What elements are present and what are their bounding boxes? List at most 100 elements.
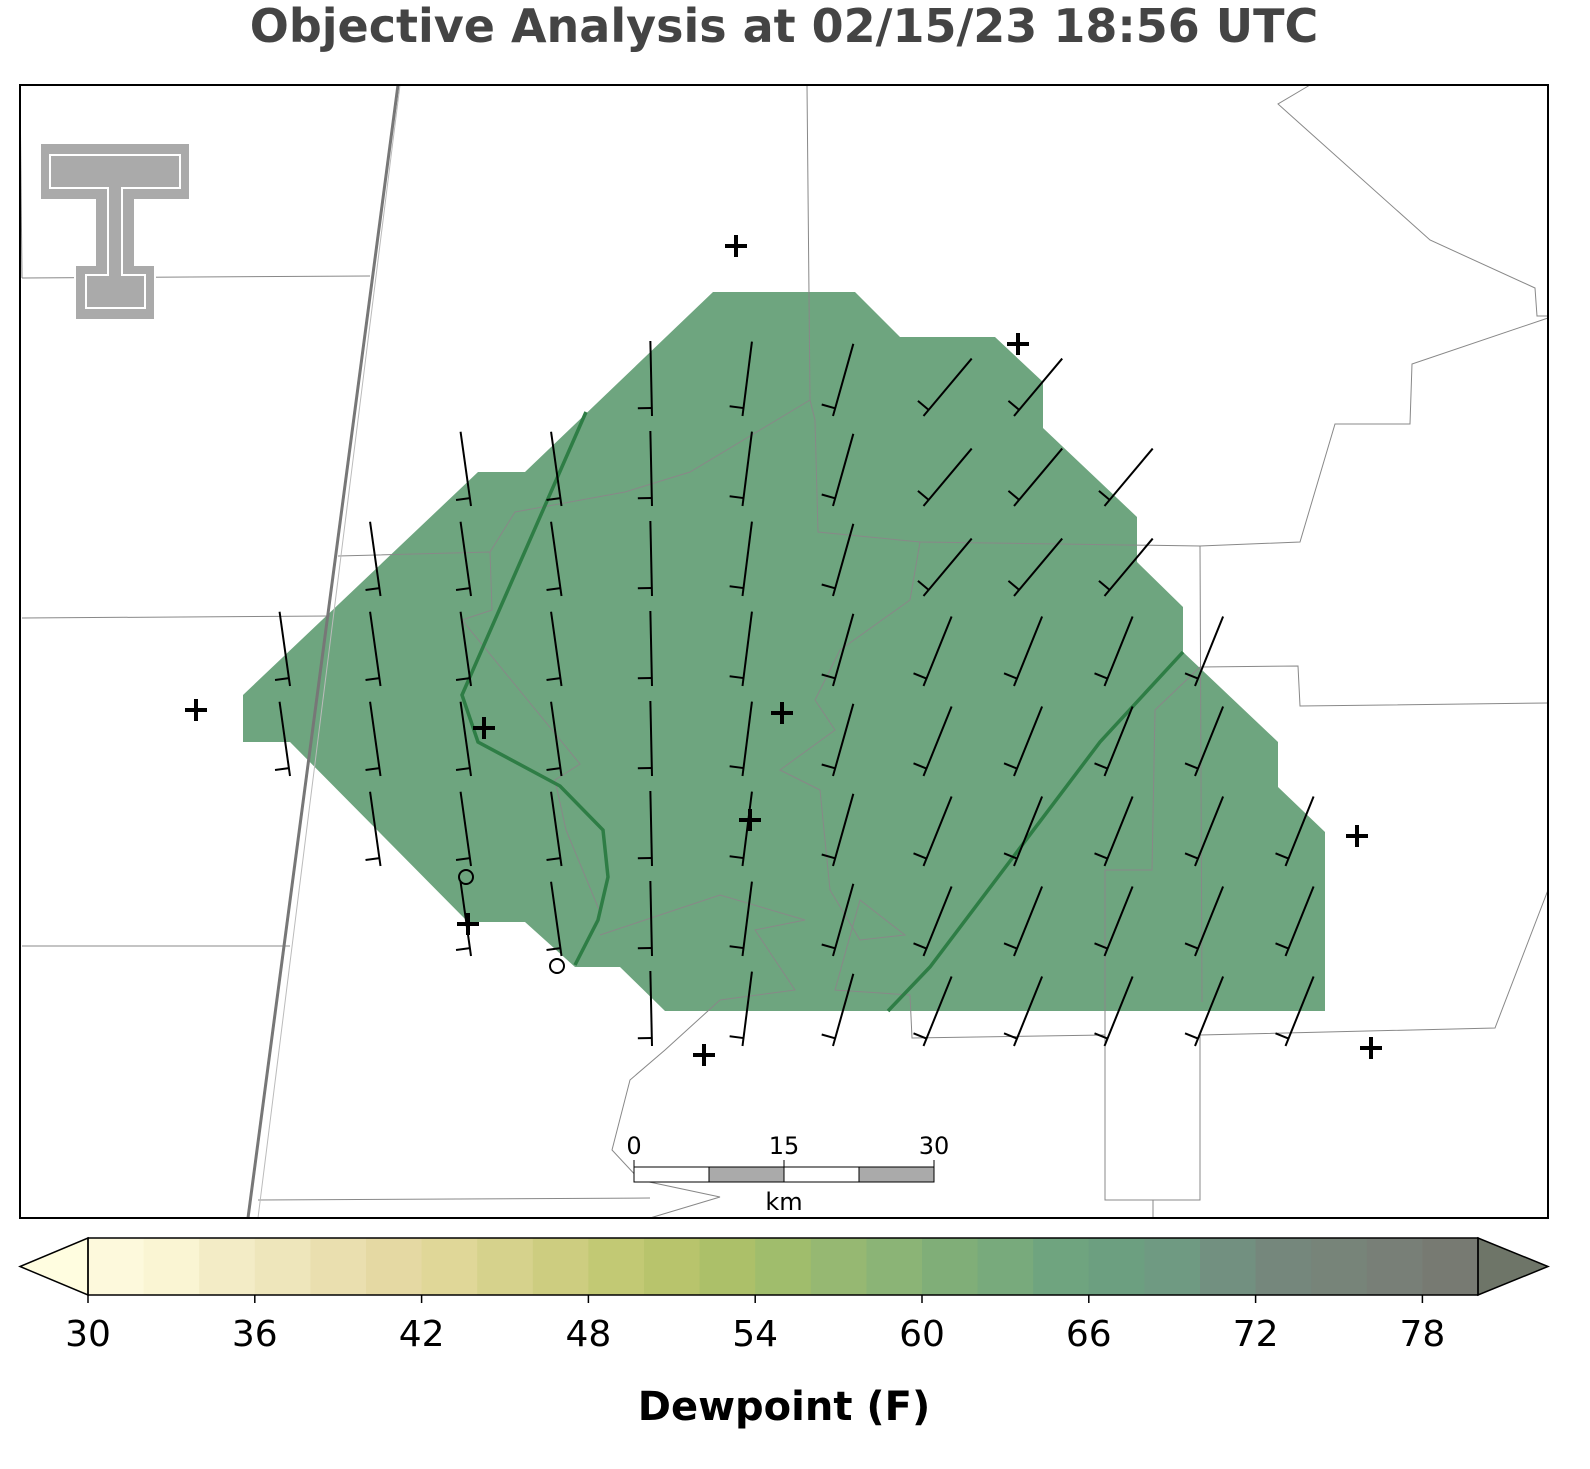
wind-barb [550, 791, 563, 867]
scale-bar: 0 15 30 km [626, 1132, 949, 1216]
barb-flag [913, 852, 927, 860]
wind-barb [1103, 976, 1134, 1047]
stations [185, 235, 1382, 1066]
barb-flag [1094, 762, 1108, 770]
colorbar-tick-label: 36 [232, 1314, 278, 1355]
colorbar-bin [866, 1238, 923, 1295]
station-calm [549, 958, 565, 974]
county-line [1104, 666, 1549, 1201]
scale-unit: km [765, 1188, 802, 1216]
wind-barb [832, 343, 855, 417]
station-calm [458, 869, 474, 885]
barb-flag [729, 405, 744, 410]
barb-flag [729, 1035, 744, 1040]
wind-barb [550, 431, 563, 507]
barb-flag [455, 497, 471, 502]
wind-barb [741, 971, 753, 1047]
wind-barb [459, 521, 472, 597]
wind-barb [1284, 796, 1315, 867]
wind-barb [1013, 447, 1063, 507]
wind-barb [922, 447, 973, 507]
barb-flag [455, 677, 471, 682]
scale-segment [783, 1166, 860, 1183]
wind-barb [1103, 616, 1134, 687]
barb-flag [913, 672, 927, 680]
wind-barb [459, 611, 472, 687]
barb-flag [1094, 672, 1108, 680]
barb-flag [1098, 580, 1111, 591]
colorbar-bin [310, 1238, 367, 1295]
barb-flag [365, 767, 380, 772]
barb-flag [546, 857, 561, 862]
wind-barb [459, 791, 472, 867]
wind-barb [1103, 706, 1134, 777]
county-line [337, 551, 601, 913]
barb-flag [1003, 852, 1018, 860]
wind-barb [1013, 616, 1044, 687]
map: 0 15 30 km [19, 84, 1549, 1219]
county-line [1199, 665, 1549, 707]
county-line [599, 894, 806, 1219]
wind-barb [832, 973, 855, 1047]
colorbar-bin [977, 1238, 1034, 1295]
colorbar-bin [366, 1238, 423, 1295]
county-line [1277, 84, 1548, 317]
colorbar-frame [87, 1237, 1479, 1296]
state-line [246, 84, 400, 1219]
wind-barb [922, 537, 973, 597]
wind-barb [1194, 976, 1225, 1047]
barb-flag [1094, 1032, 1108, 1040]
wind-barb [1103, 796, 1134, 867]
wind-barb [550, 611, 563, 687]
wind-barb [1194, 796, 1225, 867]
scale-segment [858, 1166, 935, 1183]
colorbar-bin [1088, 1238, 1145, 1295]
wind-barb [459, 881, 472, 957]
barb-flag [821, 673, 836, 680]
barb-flag [729, 945, 744, 950]
barb-flag [1275, 852, 1289, 860]
scale-tick-label: 0 [626, 1132, 641, 1160]
wind-barb [369, 701, 382, 777]
colorbar-label: Dewpoint (F) [638, 1384, 931, 1430]
colorbar-bin [755, 1238, 812, 1295]
station [771, 702, 793, 724]
barb-flag [821, 763, 836, 770]
station [473, 717, 495, 739]
colorbar-bin [1033, 1238, 1090, 1295]
wind-barb [922, 886, 953, 957]
dry-lines [460, 411, 1185, 1013]
wind-barb [649, 340, 653, 417]
wind-barb [832, 883, 855, 957]
barb-flag [274, 767, 290, 772]
wind-barb [741, 341, 753, 417]
colorbar-tick-label: 54 [732, 1314, 778, 1355]
colorbar-bin [1144, 1238, 1201, 1295]
wind-barb [922, 706, 953, 777]
colorbar-tick-label: 30 [65, 1314, 111, 1355]
station [185, 699, 207, 721]
dry-line [886, 650, 1185, 1013]
county-line [489, 399, 811, 553]
station [1007, 333, 1029, 355]
logo-inner [49, 154, 181, 309]
barb-flag [1275, 1032, 1289, 1040]
dewpoint-field [243, 292, 1325, 1011]
barb-flag [729, 495, 744, 500]
wind-barb [459, 431, 472, 507]
county-line [21, 615, 331, 619]
wind-barb [1013, 976, 1044, 1047]
colorbar-under [18, 1236, 89, 1297]
barb-flag [821, 403, 836, 410]
wind-barb [741, 701, 753, 777]
colorbar-over [1477, 1236, 1550, 1297]
wind-barb [741, 611, 753, 687]
county-line [257, 1197, 651, 1201]
wind-barb [1013, 537, 1063, 597]
state-line [257, 84, 401, 1219]
station [1346, 825, 1368, 847]
colorbar-bin [199, 1238, 256, 1295]
barb-flag [365, 857, 380, 862]
wind-barb [550, 881, 563, 957]
wind-barb [1284, 976, 1315, 1047]
